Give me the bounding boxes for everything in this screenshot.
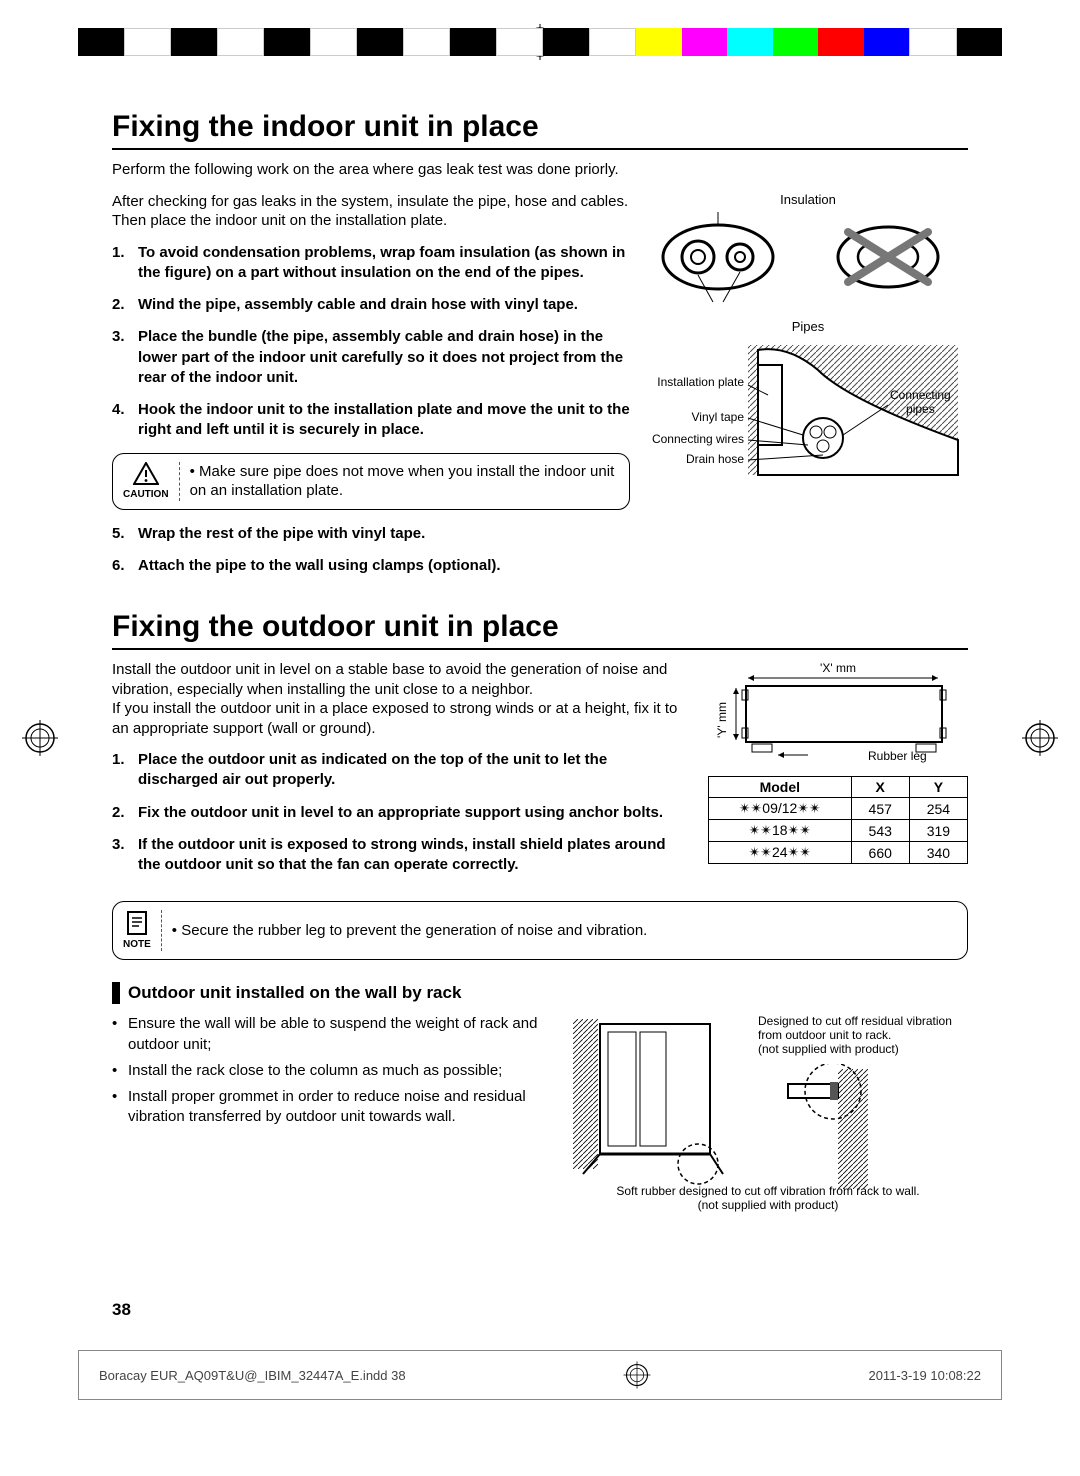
- section1-title: Fixing the indoor unit in place: [112, 110, 968, 150]
- td: 457: [851, 798, 909, 820]
- td: 660: [851, 842, 909, 864]
- step: Place the outdoor unit as indicated on t…: [112, 750, 690, 791]
- bullet: Install the rack close to the column as …: [112, 1061, 548, 1081]
- page-number: 38: [112, 1300, 131, 1320]
- section2-intro: Install the outdoor unit in level on a s…: [112, 660, 690, 738]
- note-callout: NOTE Secure the rubber leg to prevent th…: [112, 901, 968, 960]
- rubber-leg-label: Rubber leg: [868, 749, 927, 763]
- footer-file: Boracay EUR_AQ09T&U@_IBIM_32447A_E.indd …: [99, 1368, 406, 1383]
- td: 319: [909, 820, 967, 842]
- step: Hook the indoor unit to the installation…: [112, 400, 630, 441]
- lbl-conn-wires: Connecting wires: [638, 432, 744, 446]
- caution-text: Make sure pipe does not move when you in…: [190, 462, 619, 501]
- step: To avoid condensation problems, wrap foa…: [112, 243, 630, 284]
- td: 254: [909, 798, 967, 820]
- section1-steps-a: To avoid condensation problems, wrap foa…: [112, 243, 630, 441]
- registration-mark-footer: [622, 1360, 652, 1390]
- section1-intro2: After checking for gas leaks in the syst…: [112, 192, 630, 231]
- th: Y: [909, 777, 967, 798]
- note-icon: [125, 910, 149, 936]
- section2-steps: Place the outdoor unit as indicated on t…: [112, 750, 690, 875]
- content-area: Fixing the indoor unit in place Perform …: [112, 110, 968, 1212]
- caution-label: CAUTION: [123, 488, 169, 501]
- note-label: NOTE: [123, 938, 151, 951]
- step: Wrap the rest of the pipe with vinyl tap…: [112, 524, 630, 544]
- fig3-top-label: Designed to cut off residual vibration f…: [758, 1014, 968, 1056]
- registration-mark-right: [1020, 718, 1060, 758]
- th: Model: [709, 777, 852, 798]
- step: Place the bundle (the pipe, assembly cab…: [112, 327, 630, 388]
- footer-timestamp: 2011-3-19 10:08:22: [868, 1368, 981, 1383]
- section2-figure: 'X' mm 'Y' mm Rubber leg: [708, 660, 968, 770]
- section1-steps-b: Wrap the rest of the pipe with vinyl tap…: [112, 524, 630, 577]
- step: Attach the pipe to the wall using clamps…: [112, 556, 630, 576]
- section3-title: Outdoor unit installed on the wall by ra…: [128, 983, 461, 1003]
- section2-title: Fixing the outdoor unit in place: [112, 610, 968, 650]
- section1-intro1: Perform the following work on the area w…: [112, 160, 968, 180]
- caution-callout: CAUTION Make sure pipe does not move whe…: [112, 453, 630, 510]
- section3-bullets: Ensure the wall will be able to suspend …: [112, 1014, 548, 1127]
- fig-insulation-label: Insulation: [648, 192, 968, 207]
- th: X: [851, 777, 909, 798]
- lbl-drain-hose: Drain hose: [648, 452, 744, 466]
- step: Wind the pipe, assembly cable and drain …: [112, 295, 630, 315]
- footer-bar: Boracay EUR_AQ09T&U@_IBIM_32447A_E.indd …: [78, 1350, 1002, 1400]
- caution-icon: [133, 462, 159, 486]
- x-mm-label: 'X' mm: [820, 661, 856, 675]
- lbl-install-plate: Installation plate: [646, 375, 744, 389]
- bullet: Install proper grommet in order to reduc…: [112, 1087, 548, 1128]
- td: 543: [851, 820, 909, 842]
- registration-mark-left: [20, 718, 60, 758]
- color-calibration-bar: [78, 28, 1002, 56]
- svg-text:'Y' mm: 'Y' mm: [715, 702, 729, 738]
- note-text: Secure the rubber leg to prevent the gen…: [172, 921, 648, 941]
- step: Fix the outdoor unit in level to an appr…: [112, 803, 690, 823]
- page: Fixing the indoor unit in place Perform …: [0, 0, 1080, 1476]
- section3-figure: Designed to cut off residual vibration f…: [568, 1014, 968, 1212]
- td: ✴✴18✴✴: [709, 820, 852, 842]
- bullet: Ensure the wall will be able to suspend …: [112, 1014, 548, 1055]
- lbl-vinyl-tape: Vinyl tape: [648, 410, 744, 424]
- dimensions-table: ModelXY ✴✴09/12✴✴457254 ✴✴18✴✴543319 ✴✴2…: [708, 776, 968, 864]
- td: ✴✴09/12✴✴: [709, 798, 852, 820]
- step: If the outdoor unit is exposed to strong…: [112, 835, 690, 876]
- lbl-conn-pipes: Connecting pipes: [890, 388, 951, 416]
- td: 340: [909, 842, 967, 864]
- section1-figure: Insulation: [648, 192, 968, 589]
- td: ✴✴24✴✴: [709, 842, 852, 864]
- section3-subhead: Outdoor unit installed on the wall by ra…: [112, 982, 968, 1004]
